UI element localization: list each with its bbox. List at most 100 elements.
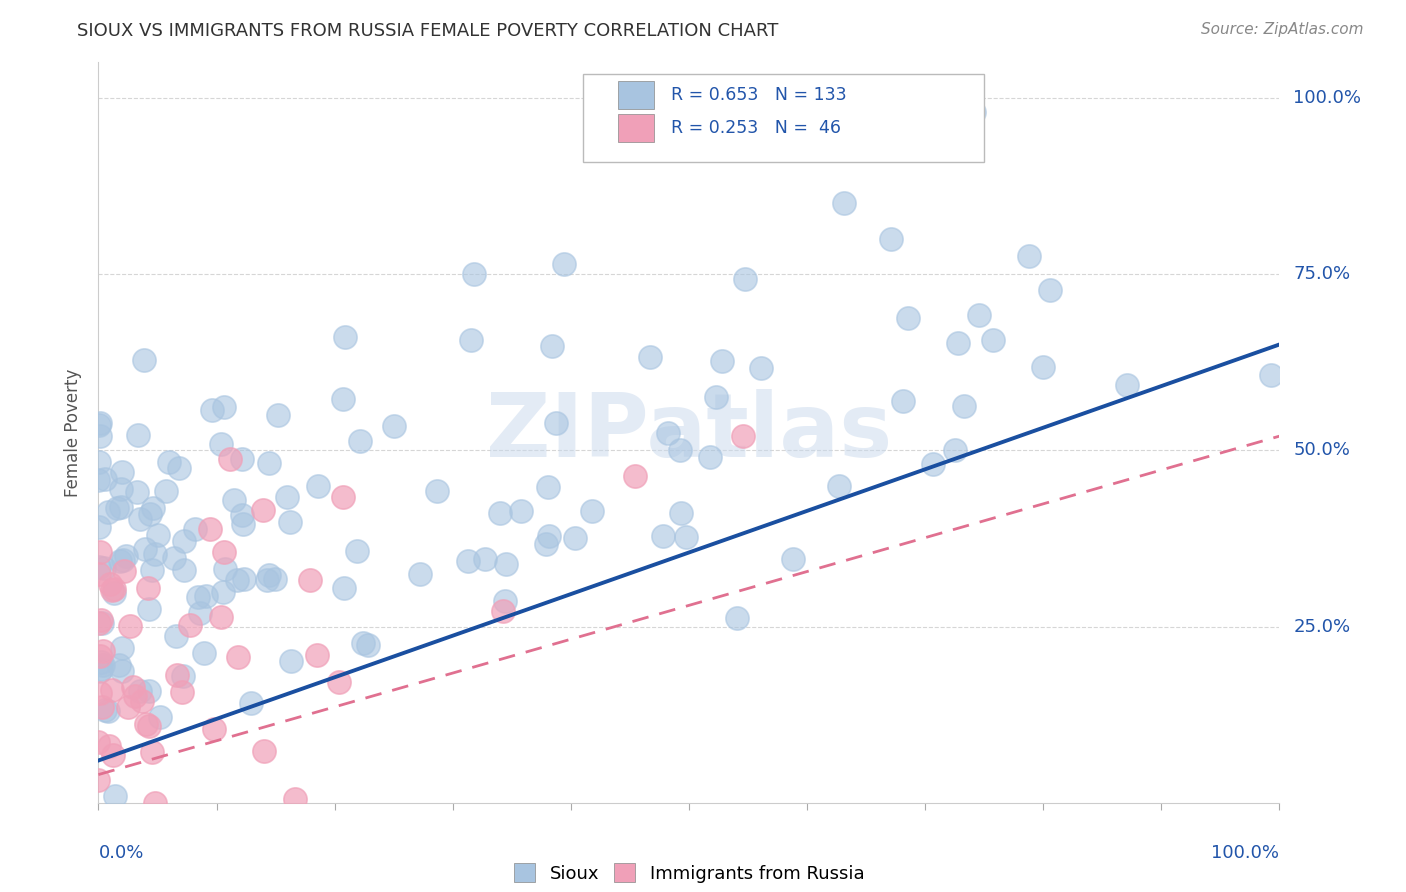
Point xyxy=(167,461,190,475)
Point xyxy=(492,605,515,619)
Point xyxy=(132,353,155,368)
Point xyxy=(263,572,285,586)
Point xyxy=(257,456,280,470)
Point xyxy=(725,611,748,625)
Point xyxy=(166,668,188,682)
Point xyxy=(891,393,914,408)
Point xyxy=(136,582,159,596)
Point xyxy=(426,484,449,499)
Point xyxy=(87,474,110,488)
Point xyxy=(963,104,986,119)
Point xyxy=(280,515,302,529)
Point xyxy=(103,586,125,600)
Point xyxy=(135,717,157,731)
Point xyxy=(214,562,236,576)
Point xyxy=(155,484,177,499)
Point xyxy=(112,564,135,578)
Point xyxy=(252,503,274,517)
Point xyxy=(225,573,247,587)
Text: 75.0%: 75.0% xyxy=(1294,265,1351,283)
Point xyxy=(981,333,1004,347)
Point xyxy=(880,231,903,245)
Point xyxy=(87,455,110,469)
Point xyxy=(163,551,186,566)
Point xyxy=(91,615,114,630)
Point xyxy=(98,739,121,753)
Point xyxy=(209,437,232,451)
Text: R = 0.653   N = 133: R = 0.653 N = 133 xyxy=(671,86,846,104)
Point xyxy=(460,333,482,347)
Point xyxy=(97,704,120,718)
Point xyxy=(212,585,235,599)
Point xyxy=(509,503,531,517)
Point xyxy=(307,648,329,663)
Point xyxy=(110,466,132,480)
Point xyxy=(125,484,148,499)
Point xyxy=(488,506,510,520)
Point xyxy=(87,735,110,749)
Point xyxy=(142,500,165,515)
Point xyxy=(87,418,110,433)
Point xyxy=(276,490,298,504)
Point xyxy=(657,425,679,440)
Point xyxy=(537,529,560,543)
Point xyxy=(1032,359,1054,374)
Point xyxy=(1039,283,1062,297)
Point xyxy=(89,566,111,581)
Point xyxy=(463,267,485,281)
Point xyxy=(546,417,568,431)
Point xyxy=(141,746,163,760)
Point xyxy=(267,409,290,423)
Point xyxy=(943,442,966,457)
Point xyxy=(87,559,110,574)
Point xyxy=(138,684,160,698)
Point xyxy=(193,646,215,660)
Point xyxy=(170,685,193,699)
Point xyxy=(495,558,517,572)
Point xyxy=(121,681,143,695)
Point xyxy=(564,532,586,546)
FancyBboxPatch shape xyxy=(582,73,984,162)
Point xyxy=(212,545,235,559)
Point xyxy=(172,669,194,683)
Point xyxy=(675,530,697,544)
Point xyxy=(93,703,115,717)
Point xyxy=(118,619,141,633)
Point xyxy=(202,723,225,737)
Point xyxy=(128,684,150,698)
Point xyxy=(89,545,111,559)
Point xyxy=(145,547,167,561)
Point xyxy=(87,615,110,630)
Point xyxy=(259,567,281,582)
Point xyxy=(553,257,575,271)
Point xyxy=(101,747,124,762)
Point xyxy=(409,566,432,581)
Point xyxy=(138,719,160,733)
Point xyxy=(179,618,201,632)
Bar xyxy=(619,81,654,109)
Point xyxy=(89,429,111,443)
Point xyxy=(832,196,855,211)
Point xyxy=(307,479,329,493)
Point xyxy=(967,308,990,322)
Point xyxy=(105,500,128,515)
Point xyxy=(111,664,134,678)
Point xyxy=(104,789,127,803)
Legend: Sioux, Immigrants from Russia: Sioux, Immigrants from Russia xyxy=(513,863,865,882)
Y-axis label: Female Poverty: Female Poverty xyxy=(65,368,83,497)
Point xyxy=(474,552,496,566)
Point xyxy=(149,710,172,724)
Point xyxy=(922,457,945,471)
Point xyxy=(1116,378,1139,392)
Point xyxy=(332,392,354,407)
Point xyxy=(948,335,970,350)
Point xyxy=(111,641,134,656)
Point xyxy=(157,455,180,469)
Point xyxy=(332,581,354,595)
Point xyxy=(184,523,207,537)
Point xyxy=(94,471,117,485)
Point xyxy=(108,657,131,672)
Point xyxy=(165,629,187,643)
Point xyxy=(749,361,772,376)
Point xyxy=(457,553,479,567)
